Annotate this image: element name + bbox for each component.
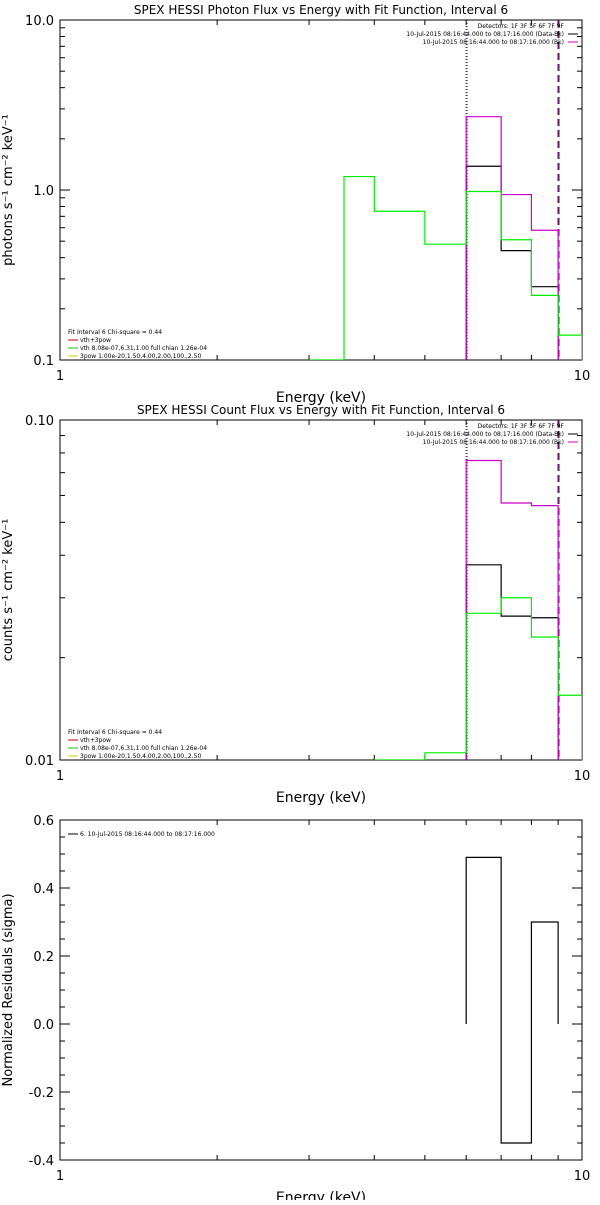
plot1-series-1-step xyxy=(465,116,559,360)
plot2-legend-bl-text: 3pow 1.00e-20,1.50,4.00,2.00,100.,2.50 xyxy=(80,753,201,760)
plot2-legend-bl-text: Fit Interval 6 Chi-square = 0.44 xyxy=(68,729,162,736)
plot2-legend-bl-text: vth 8.08e-07,6.31,1.00 full chian 1.26e-… xyxy=(80,745,207,752)
plot1-y-tick-label: 1.0 xyxy=(33,184,54,199)
plot1-series-0-step xyxy=(465,165,559,360)
plot2-series-0-step xyxy=(465,564,559,760)
plot1-legend-tr-text: 10-Jul-2015 08:16:44.000 to 08:17:16.000… xyxy=(406,31,564,38)
plot1-y-tick-label: 10.0 xyxy=(25,14,54,29)
plot3-y-tick-label: 0.6 xyxy=(33,814,54,829)
plot1-series-2-step xyxy=(309,175,582,360)
plot2-legend-tr-text: 10-Jul-2015 08:16:44.000 to 08:17:16.000… xyxy=(406,431,564,438)
plot3-y-tick-label: 0.2 xyxy=(33,950,54,965)
plot2-legend-tr-text: Detectors: 1F 3F 5F 6F 7F 9F xyxy=(478,423,565,430)
plot3-y-axis-label: Normalized Residuals (sigma) xyxy=(1,893,16,1086)
plot1-legend-tr-text: 10-Jul-2015 08:16:44.000 to 08:17:16.000… xyxy=(423,39,564,46)
plot1-legend-bl-text: vth+3pow xyxy=(80,337,111,344)
plot2-series-1-step xyxy=(465,459,559,760)
plot1-frame xyxy=(59,19,583,361)
plot2-x-tick-label: 1 xyxy=(56,769,64,784)
plot2-y-tick-label: 0.01 xyxy=(25,754,54,769)
plot1-legend-bl-text: 3pow 1.00e-20,1.50,4.00,2.00,100.,2.50 xyxy=(80,353,201,360)
plot1-y-tick-label: 0.1 xyxy=(33,354,54,369)
plot2-legend-tr-text: 10-Jul-2015 08:16:44.000 to 08:17:16.000… xyxy=(423,439,564,446)
plot3-y-tick-label: 0.0 xyxy=(33,1018,54,1033)
plot1-x-axis-label: Energy (keV) xyxy=(276,390,366,406)
plot2-title: SPEX HESSI Count Flux vs Energy with Fit… xyxy=(137,403,505,417)
plot2-x-axis-label: Energy (keV) xyxy=(276,790,366,806)
plot3-x-tick-label: 10 xyxy=(574,1169,591,1184)
plot2-x-tick-label: 10 xyxy=(574,769,591,784)
plot1-x-tick-label: 1 xyxy=(56,369,64,384)
plot1-legend-bl-text: vth 8.08e-07,6.31,1.00 full chian 1.26e-… xyxy=(80,345,207,352)
plot2-frame xyxy=(59,419,583,761)
plot3-series-0-step xyxy=(465,856,559,1144)
plot1-title: SPEX HESSI Photon Flux vs Energy with Fi… xyxy=(134,3,508,17)
plot1-legend-bl-text: Fit Interval 6 Chi-square = 0.44 xyxy=(68,329,162,336)
plot3-legend-text: 6. 10-Jul-2015 08:16:44.000 to 08:17:16.… xyxy=(80,831,215,838)
plot3-x-axis-label: Energy (keV) xyxy=(276,1190,366,1200)
plot3-y-tick-label: -0.4 xyxy=(29,1154,54,1169)
plot2-y-axis-label: counts s⁻¹ cm⁻² keV⁻¹ xyxy=(1,519,16,662)
plot1-x-tick-label: 10 xyxy=(574,369,591,384)
plot2-y-tick-label: 0.10 xyxy=(25,414,54,429)
plot3-y-tick-label: 0.4 xyxy=(33,882,54,897)
plot3-x-tick-label: 1 xyxy=(56,1169,64,1184)
plot3-frame xyxy=(59,819,583,1161)
plot1-y-axis-label: photons s⁻¹ cm⁻² keV⁻¹ xyxy=(1,114,16,266)
plot2-series-2-step xyxy=(374,597,582,760)
plot3-y-tick-label: -0.2 xyxy=(29,1086,54,1101)
plot2-legend-bl-text: vth+3pow xyxy=(80,737,111,744)
plot1-legend-tr-text: Detectors: 1F 3F 5F 6F 7F 9F xyxy=(478,23,565,30)
